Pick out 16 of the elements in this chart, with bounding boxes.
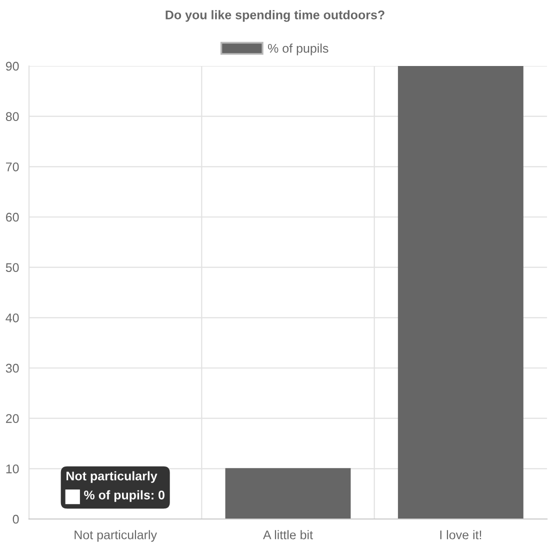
legend-label: % of pupils [268, 44, 328, 56]
y-tick-label: 0 [12, 514, 19, 524]
y-tick-label: 70 [6, 162, 19, 172]
x-tick-label: I love it! [440, 530, 482, 540]
y-tick-label: 20 [6, 414, 19, 423]
y-tick-label: 30 [6, 364, 19, 373]
y-tick-label: 10 [6, 464, 19, 474]
y-tick-label: 50 [6, 263, 19, 272]
y-tick-label: 80 [6, 112, 19, 121]
x-tick-label: A little bit [263, 530, 313, 540]
y-tick-label: 40 [6, 313, 19, 322]
chart-title: Do you like spending time outdoors? [166, 10, 384, 22]
y-tick-label: 90 [6, 62, 19, 71]
y-tick-label: 60 [6, 212, 19, 222]
annotation: Not particularly % of pupils: 0 [66, 471, 164, 502]
x-tick-label: Not particularly [74, 530, 157, 542]
